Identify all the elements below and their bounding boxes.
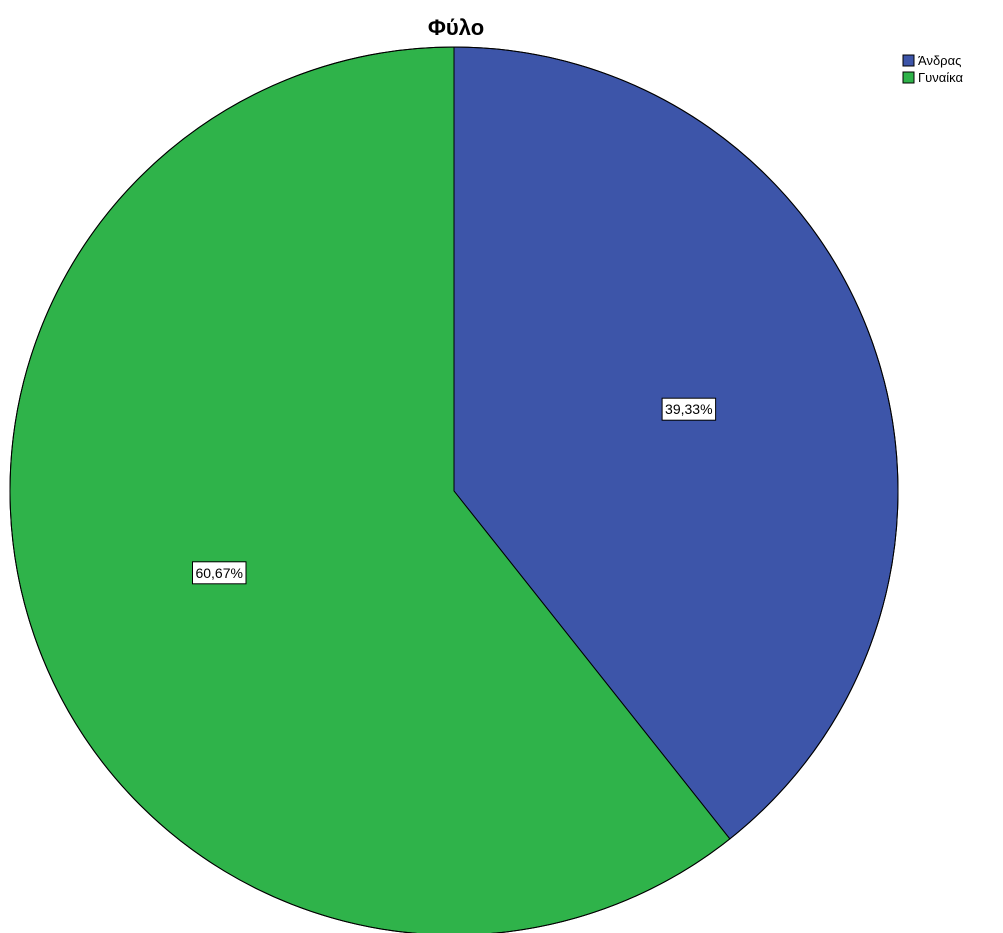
legend-item-2: Γυναίκα [902,70,964,85]
pie-slices [9,46,899,933]
legend: Άνδρας Γυναίκα [902,53,964,85]
pie-outline [9,46,899,933]
legend-item-1: Άνδρας [902,53,961,68]
pie-data-labels: 39,33% 60,67% [192,397,717,585]
legend-label: Γυναίκα [918,70,964,85]
legend-label: Άνδρας [918,53,961,68]
chart-title: Φύλο [428,15,484,40]
data-label-text: 39,33% [665,401,712,417]
data-label-box [661,397,717,421]
data-label-box [192,561,247,585]
data-label-1: 39,33% [661,397,717,421]
legend-swatch [902,71,915,84]
data-label-2: 60,67% [192,561,247,585]
data-label-text: 60,67% [195,565,242,581]
legend-swatch [902,54,915,67]
